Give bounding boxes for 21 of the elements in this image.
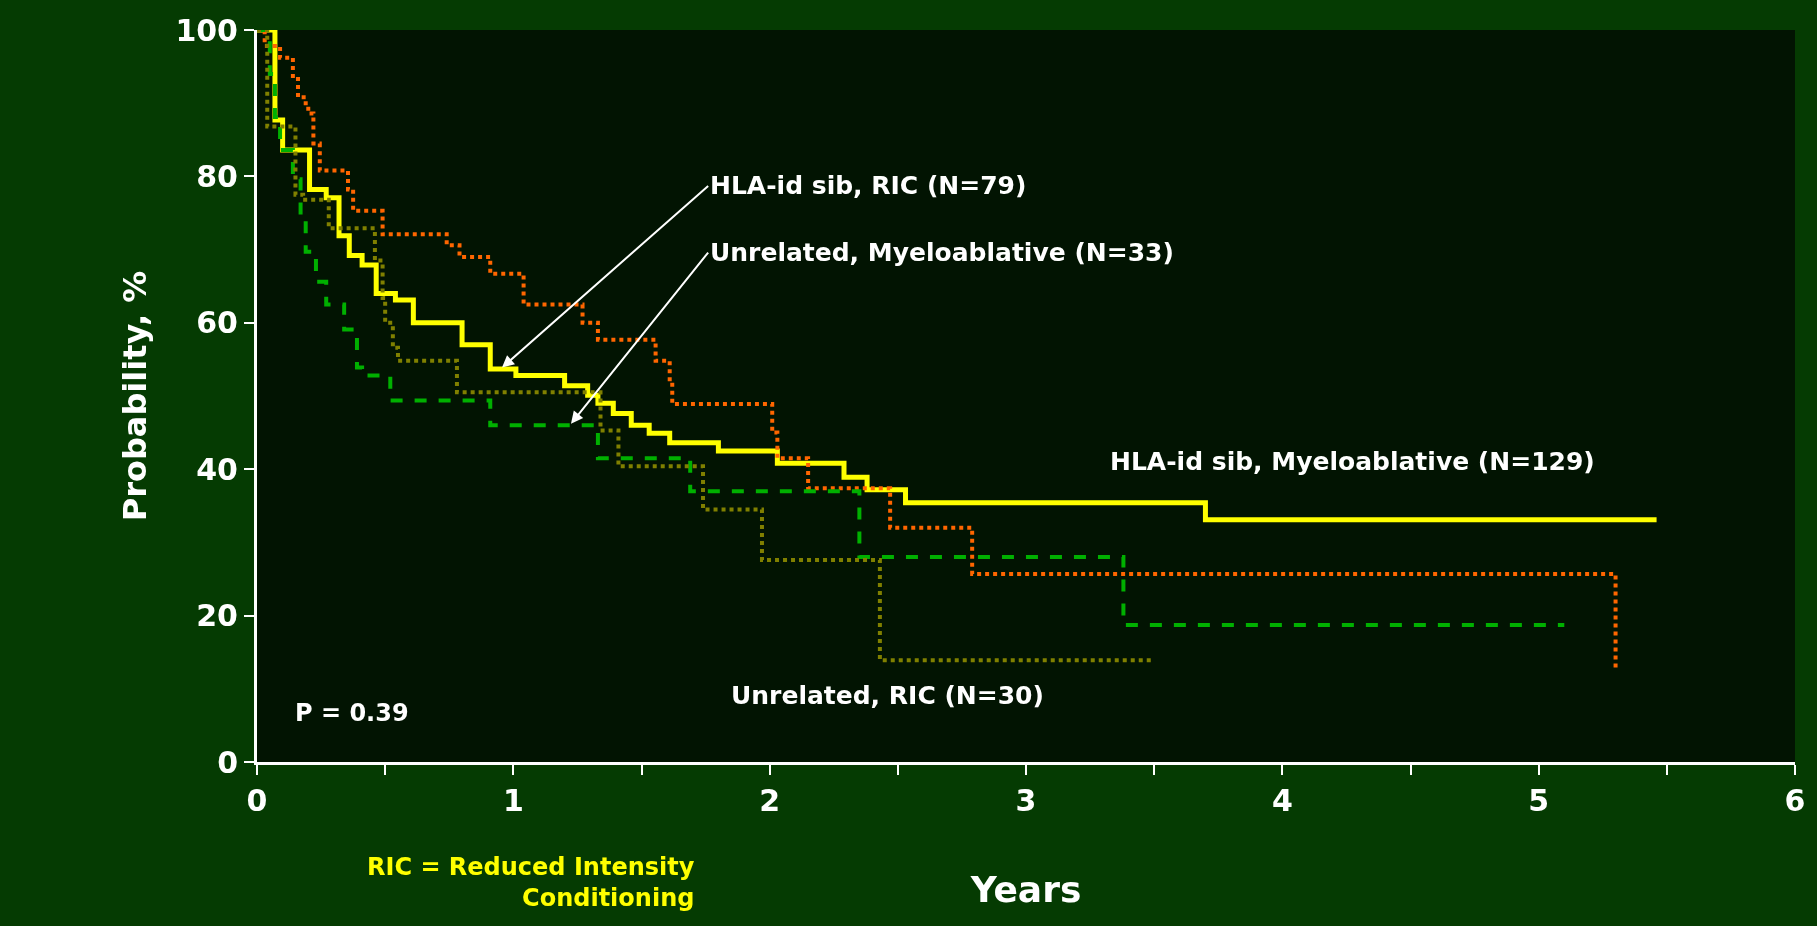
x-axis-title: Years (969, 868, 1082, 910)
x-tick-label: 3 (1015, 783, 1037, 818)
x-tick-label: 0 (246, 783, 268, 818)
y-tick-label: 100 (175, 12, 238, 48)
y-tick-label: 60 (196, 305, 238, 341)
annotation: P = 0.39 (295, 699, 409, 727)
x-tick-label: 5 (1528, 783, 1550, 818)
series-label: Unrelated, RIC (N=30) (731, 681, 1044, 710)
x-tick-label: 4 (1271, 783, 1293, 818)
x-tick-label: 2 (759, 783, 781, 818)
y-tick-label: 20 (196, 598, 238, 634)
y-tick-label: 80 (196, 158, 238, 194)
annotation: Unrelated, Myeloablative (N=33) (710, 238, 1174, 267)
x-tick-label: 6 (1784, 783, 1806, 818)
annotation: HLA-id sib, RIC (N=79) (710, 171, 1027, 200)
y-tick-label: 40 (196, 451, 238, 487)
y-axis-title: Probability, % (115, 270, 154, 522)
y-tick-label: 0 (217, 744, 238, 780)
text: RIC = Reduced Intensity Conditioning (367, 853, 695, 913)
x-tick-label: 1 (502, 783, 524, 818)
series-label: HLA-id sib, Myeloablative (N=129) (1110, 447, 1595, 476)
